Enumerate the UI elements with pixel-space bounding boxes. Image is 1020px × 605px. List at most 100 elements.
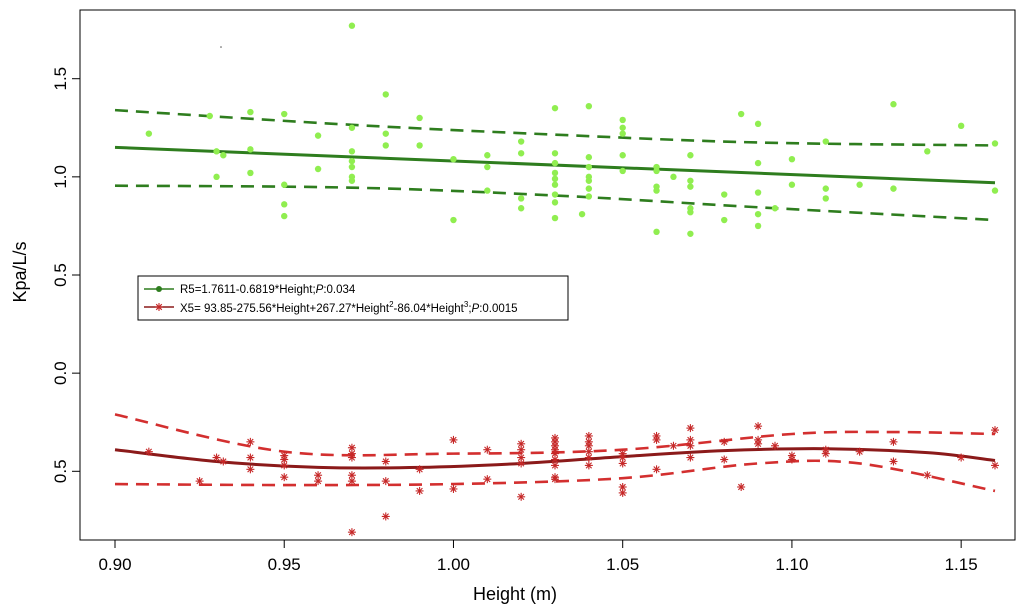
x-tick-label-1: 0.95 [268,555,301,574]
legend-box [137,275,569,321]
r5-point-20 [348,177,356,184]
r5-point-83 [856,181,863,188]
r5-point-42 [551,199,559,206]
r5-point-1 [206,112,213,120]
r5-point-64 [687,177,694,184]
r5-band-upper [114,108,996,147]
r5-point-33 [517,195,525,202]
r5-point-6 [247,146,254,153]
r5-point-82 [822,195,829,202]
r5-point-53 [619,124,626,131]
x-axis-title: Height (m) [473,584,557,604]
x5-point-24 [449,435,458,444]
x-tick-label-5: 1.15 [945,555,978,574]
legend-r5-p-label: P [316,284,324,296]
r5-point-58 [653,167,660,175]
data-points [144,22,999,537]
r5-point-45 [585,102,593,110]
r5-point-81 [822,185,829,192]
legend-r5-p-value: :0.034 [323,284,356,296]
r5-point-52 [619,116,626,124]
legend-entry-r5: R5=1.7611-0.6819*Height;P:0.034 [180,284,356,296]
r5-point-28 [484,152,491,159]
r5-point-74 [754,189,762,196]
x5-point-59 [686,441,695,450]
r5-point-29 [484,163,491,171]
r5-point-88 [991,140,999,147]
r5-point-51 [585,193,593,200]
legend-entry-x5: X5= 93.85-275.56*Height+267.27*Height2-8… [180,300,518,315]
x5-point-64 [754,422,763,431]
x5-point-46 [584,453,593,462]
legend-r5-text: R5=1.7611-0.6819*Height; [180,284,316,296]
r5-point-61 [653,228,660,236]
r5-point-76 [754,222,762,230]
x5-point-63 [737,483,746,491]
y-axis: 1.5 1.0 0.5 0.0 0.5 [51,67,80,483]
x5-point-26 [483,445,492,454]
x5-point-78 [991,461,999,470]
r5-point-84 [890,101,897,108]
r5-point-69 [721,191,728,198]
r5-band-lower [114,184,996,222]
r5-point-21 [382,91,389,98]
x5-point-31 [517,459,526,468]
legend-x5-text3: ; [468,303,471,315]
r5-point-47 [585,163,593,171]
x5-point-1 [195,477,204,486]
r5-point-70 [721,216,728,224]
r5-point-18 [348,163,356,171]
r5-point-30 [484,187,491,194]
r5-point-15 [348,124,356,131]
x5-point-52 [618,488,627,497]
x5-point-57 [686,424,695,433]
r5-point-7 [247,169,254,177]
x5-point-39 [551,461,559,470]
r5-point-9 [281,181,288,188]
x-axis: 0.90 0.95 1.00 1.05 1.10 1.15 [98,540,978,574]
x-tick-label-3: 1.05 [606,555,639,574]
y-tick-label-4: 0.5 [51,459,70,483]
x5-point-0 [144,447,153,456]
r5-point-75 [754,210,762,218]
x5-point-8 [280,455,289,464]
r5-point-22 [382,130,389,137]
r5-point-44 [578,210,586,218]
r5-point-11 [281,212,288,220]
r5-point-49 [585,177,593,184]
r5-point-72 [754,120,762,128]
x5-point-18 [347,528,356,537]
r5-point-26 [450,155,457,163]
x5-point-55 [652,465,661,474]
r5-point-32 [517,150,525,157]
x5-point-60 [686,453,695,462]
x5-point-50 [618,459,627,468]
x5-point-74 [889,457,898,466]
legend-x5-text: X5= 93.85-275.56*Height+267.27*Height [180,303,390,315]
x5-point-71 [821,449,830,458]
r5-point-35 [551,104,559,112]
r5-point-0 [145,130,153,137]
x5-point-25 [449,484,458,493]
r5-point-41 [551,191,559,198]
r5-point-39 [551,175,559,183]
x5-point-15 [347,453,356,462]
x5-point-77 [991,426,999,435]
r5-point-14 [348,22,356,29]
r5-point-85 [890,185,897,192]
x-tick-label-4: 1.10 [775,555,808,574]
x5-point-54 [652,435,661,444]
r5-point-63 [687,152,694,159]
x5-point-75 [923,471,932,480]
x5-point-29 [517,445,526,454]
r5-point-68 [687,230,694,237]
x5-point-32 [517,492,526,501]
r5-point-80 [822,138,829,145]
legend-x5-p-value: :0.0015 [479,303,517,315]
r5-point-55 [619,152,626,159]
x5-point-19 [381,457,390,466]
x5-point-3 [219,457,228,466]
r5-point-36 [551,150,559,157]
x5-point-38 [551,455,559,464]
